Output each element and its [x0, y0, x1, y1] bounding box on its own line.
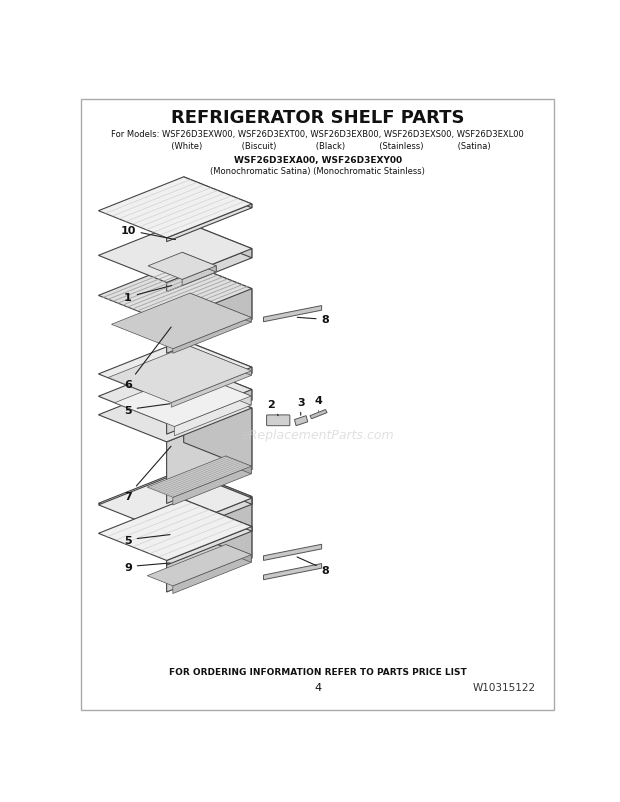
- Polygon shape: [148, 545, 251, 586]
- Polygon shape: [99, 363, 252, 423]
- Polygon shape: [99, 262, 252, 323]
- Text: 3: 3: [297, 397, 304, 415]
- Polygon shape: [99, 222, 252, 283]
- Text: 4: 4: [314, 395, 322, 411]
- Polygon shape: [99, 341, 252, 402]
- Polygon shape: [184, 470, 252, 558]
- Polygon shape: [184, 363, 252, 401]
- Polygon shape: [99, 472, 252, 533]
- Text: (White)               (Biscuit)               (Black)             (Stainless)   : (White) (Biscuit) (Black) (Stainless): [145, 142, 490, 151]
- Text: 5: 5: [124, 535, 170, 545]
- Polygon shape: [182, 266, 216, 286]
- Text: 8: 8: [297, 315, 329, 325]
- Polygon shape: [184, 222, 252, 258]
- Polygon shape: [167, 497, 252, 592]
- Polygon shape: [167, 205, 252, 242]
- Polygon shape: [190, 294, 251, 322]
- Text: 8: 8: [297, 557, 329, 575]
- Polygon shape: [167, 390, 252, 435]
- Polygon shape: [99, 382, 252, 443]
- Text: 9: 9: [124, 562, 170, 572]
- Text: 1: 1: [124, 286, 172, 302]
- Polygon shape: [99, 500, 252, 561]
- Polygon shape: [167, 290, 252, 354]
- Polygon shape: [173, 318, 251, 354]
- Polygon shape: [112, 294, 251, 349]
- Text: eReplacementParts.com: eReplacementParts.com: [241, 428, 394, 441]
- Text: 10: 10: [120, 226, 175, 241]
- Polygon shape: [171, 371, 252, 407]
- Polygon shape: [188, 346, 252, 376]
- Polygon shape: [167, 499, 252, 538]
- Polygon shape: [148, 253, 216, 280]
- Polygon shape: [310, 410, 327, 419]
- Polygon shape: [264, 306, 322, 322]
- Text: WSF26D3EXA00, WSF26D3EXY00: WSF26D3EXA00, WSF26D3EXY00: [234, 156, 402, 164]
- Polygon shape: [99, 177, 252, 238]
- Polygon shape: [167, 408, 252, 504]
- FancyBboxPatch shape: [267, 415, 290, 426]
- Polygon shape: [184, 262, 252, 320]
- Polygon shape: [167, 527, 252, 565]
- Text: (Monochromatic Satina) (Monochromatic Stainless): (Monochromatic Satina) (Monochromatic St…: [210, 166, 425, 176]
- Polygon shape: [184, 472, 252, 504]
- Polygon shape: [184, 500, 252, 532]
- Polygon shape: [294, 416, 308, 426]
- Polygon shape: [184, 177, 252, 209]
- Text: 5: 5: [124, 404, 170, 415]
- Polygon shape: [192, 373, 251, 406]
- Text: 2: 2: [267, 399, 278, 416]
- Text: 4: 4: [314, 682, 321, 692]
- Polygon shape: [226, 456, 251, 474]
- Text: For Models: WSF26D3EXW00, WSF26D3EXT00, WSF26D3EXB00, WSF26D3EXS00, WSF26D3EXL00: For Models: WSF26D3EXW00, WSF26D3EXT00, …: [112, 130, 524, 140]
- Polygon shape: [174, 396, 251, 436]
- Text: 7: 7: [124, 447, 171, 501]
- Polygon shape: [226, 545, 251, 563]
- Text: FOR ORDERING INFORMATION REFER TO PARTS PRICE LIST: FOR ORDERING INFORMATION REFER TO PARTS …: [169, 667, 467, 676]
- Polygon shape: [264, 564, 322, 580]
- Polygon shape: [167, 367, 252, 407]
- Text: REFRIGERATOR SHELF PARTS: REFRIGERATOR SHELF PARTS: [171, 109, 464, 127]
- Polygon shape: [173, 467, 251, 505]
- Polygon shape: [184, 382, 252, 470]
- Polygon shape: [184, 341, 252, 374]
- Text: 6: 6: [124, 328, 171, 390]
- Polygon shape: [182, 253, 216, 273]
- Polygon shape: [167, 249, 252, 293]
- Text: W10315122: W10315122: [472, 682, 535, 692]
- Polygon shape: [173, 555, 251, 593]
- Polygon shape: [148, 456, 251, 498]
- Polygon shape: [115, 373, 251, 427]
- Polygon shape: [99, 470, 252, 531]
- Polygon shape: [264, 545, 322, 561]
- Polygon shape: [108, 346, 252, 403]
